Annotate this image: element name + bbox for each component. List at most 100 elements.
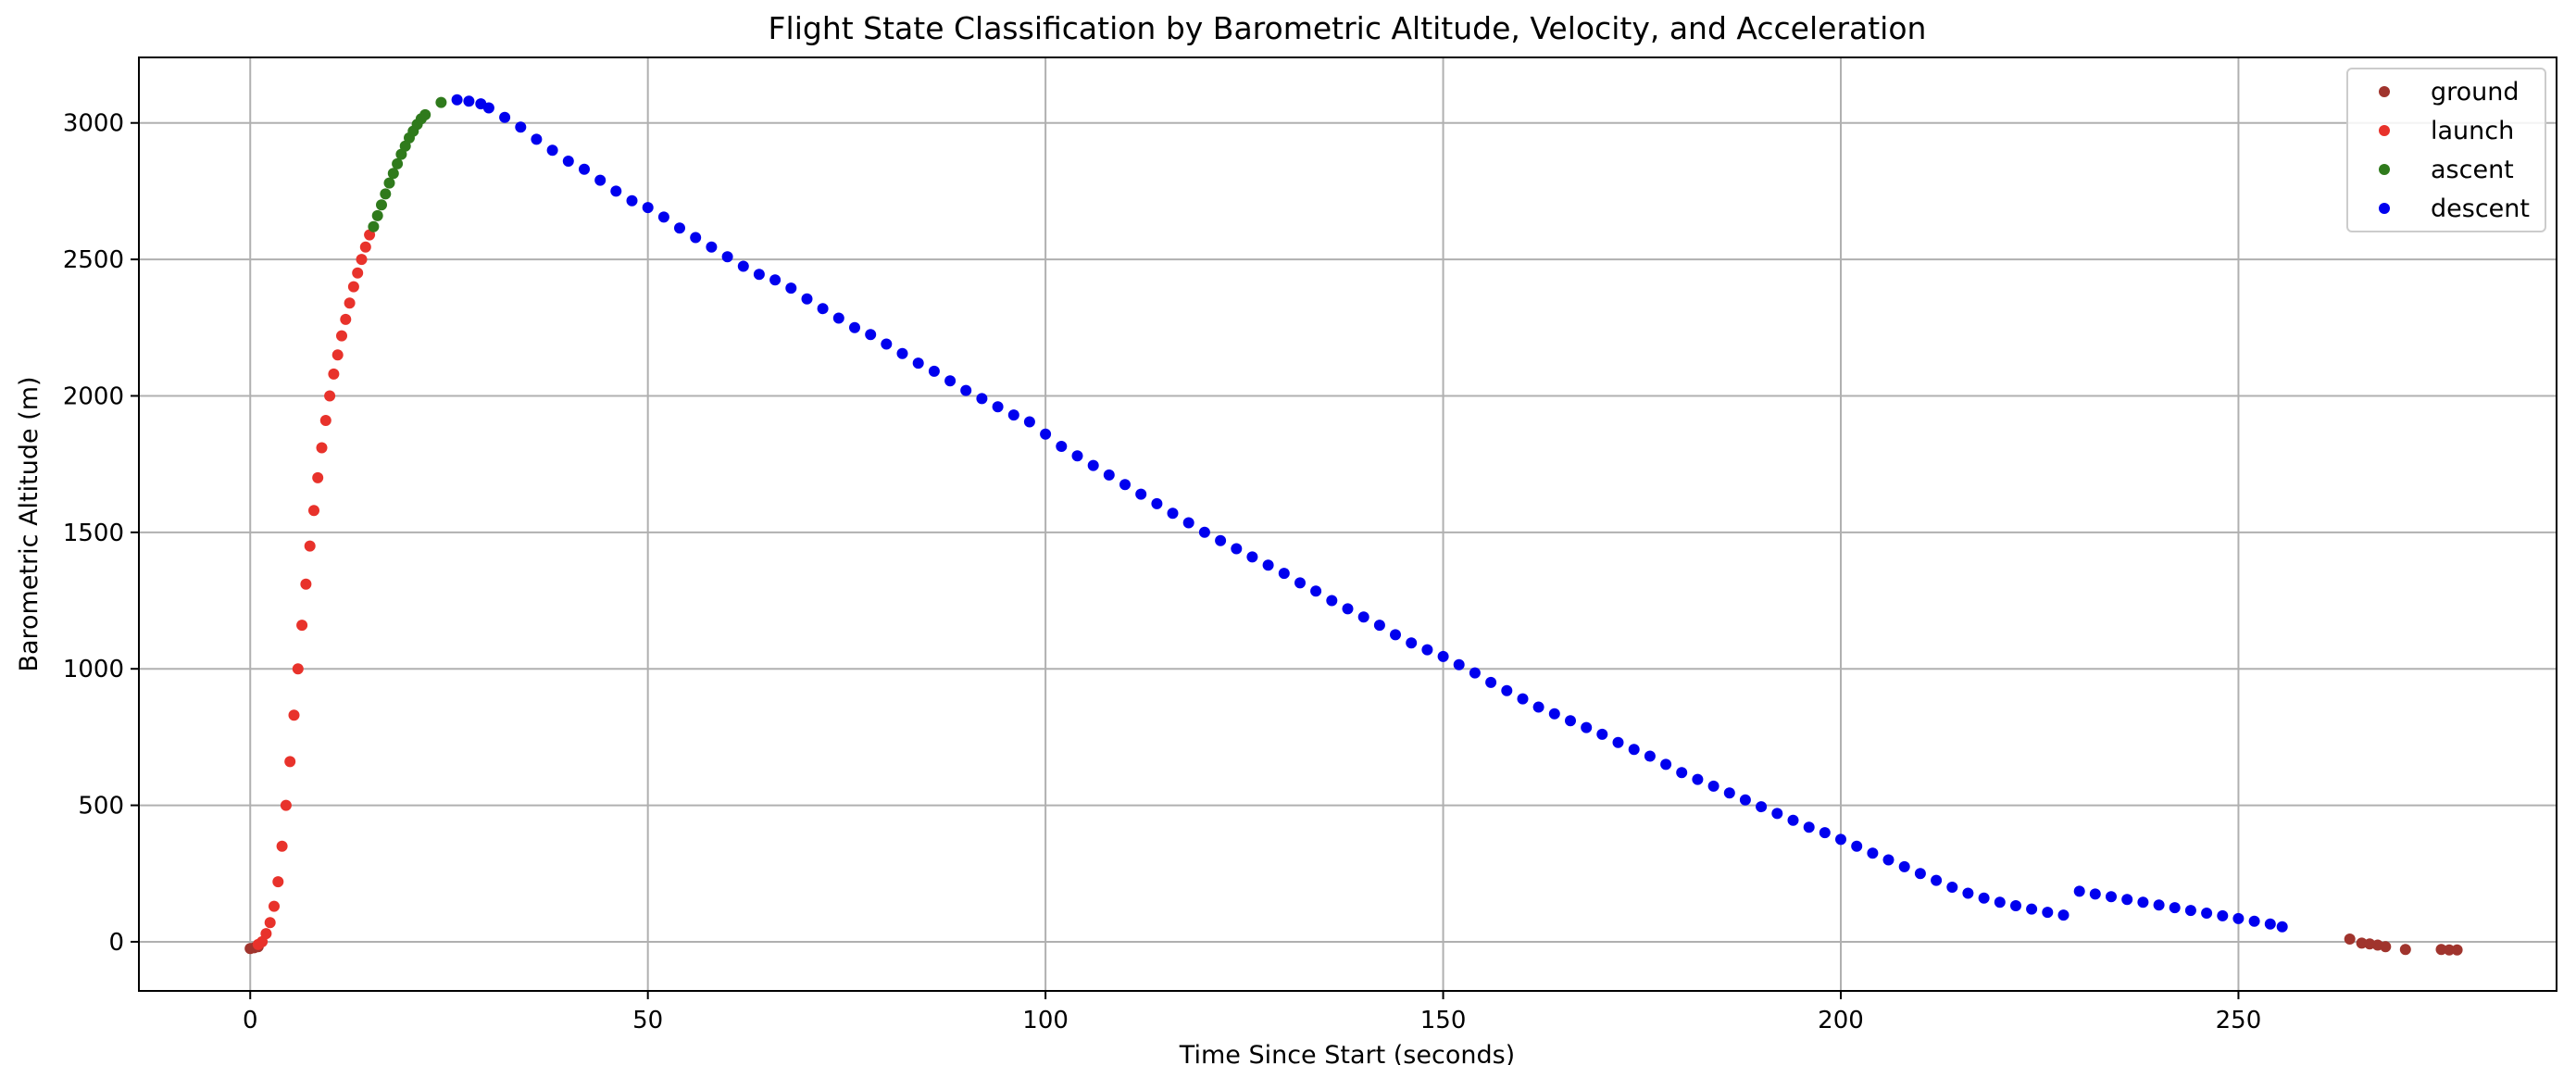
data-point xyxy=(1182,517,1194,529)
data-point xyxy=(1739,794,1751,806)
data-point xyxy=(352,267,364,279)
data-point xyxy=(610,185,622,197)
data-point xyxy=(2344,933,2356,945)
data-point xyxy=(392,157,404,169)
data-point xyxy=(1485,676,1497,688)
data-point xyxy=(2451,944,2463,956)
data-point xyxy=(1310,585,1322,597)
data-point xyxy=(1071,450,1083,462)
data-point xyxy=(451,94,463,106)
data-point xyxy=(383,177,395,189)
y-tick-label: 2000 xyxy=(63,382,124,410)
data-point xyxy=(312,471,324,483)
chart-title: Flight State Classification by Barometri… xyxy=(769,10,1927,46)
data-point xyxy=(1087,459,1099,471)
data-point xyxy=(435,96,447,108)
data-point xyxy=(721,251,733,263)
data-point xyxy=(1723,787,1735,799)
data-point xyxy=(264,917,276,929)
data-point xyxy=(328,368,340,380)
data-point xyxy=(1294,577,1306,589)
data-point xyxy=(992,401,1004,413)
data-point xyxy=(2399,944,2411,956)
data-point xyxy=(515,121,527,133)
data-point xyxy=(368,220,380,232)
grid xyxy=(139,57,2557,991)
series-launch xyxy=(252,229,376,950)
series-ascent xyxy=(368,96,447,232)
data-point xyxy=(1946,882,1958,893)
data-point xyxy=(276,840,288,852)
x-tick-label: 50 xyxy=(632,1007,663,1034)
data-point xyxy=(1867,847,1879,859)
legend-marker-ascent xyxy=(2379,164,2390,175)
data-point xyxy=(292,663,304,675)
data-point xyxy=(463,95,475,107)
data-point xyxy=(2137,896,2149,908)
data-point xyxy=(1231,543,1243,555)
data-point xyxy=(562,156,574,167)
legend-marker-descent xyxy=(2379,203,2390,214)
data-point xyxy=(284,756,296,768)
data-point xyxy=(2444,944,2456,956)
data-point xyxy=(1151,497,1163,509)
data-point xyxy=(2217,909,2229,921)
data-point xyxy=(817,303,829,315)
y-tick-label: 500 xyxy=(78,793,124,821)
data-point xyxy=(785,282,797,294)
x-tick-label: 150 xyxy=(1420,1007,1467,1034)
data-point xyxy=(1898,860,1910,872)
data-point xyxy=(1644,750,1656,762)
x-tick-label: 0 xyxy=(243,1007,258,1034)
x-axis-label: Time Since Start (seconds) xyxy=(1179,1041,1515,1065)
data-point xyxy=(801,293,813,305)
data-point xyxy=(316,442,328,454)
data-point xyxy=(737,260,749,272)
data-point xyxy=(2106,891,2117,903)
data-point xyxy=(881,338,893,350)
data-point xyxy=(832,312,844,324)
series-ground xyxy=(244,933,2463,956)
data-point xyxy=(296,620,308,632)
data-point xyxy=(865,329,877,341)
data-point xyxy=(2026,903,2038,915)
data-point xyxy=(1023,416,1035,428)
data-point xyxy=(976,393,988,405)
data-point xyxy=(364,229,376,241)
legend-label-ground: ground xyxy=(2431,78,2520,106)
axes-frame xyxy=(138,56,2557,992)
data-point xyxy=(2201,908,2213,919)
data-point xyxy=(380,188,392,200)
plot-area xyxy=(244,94,2463,956)
data-point xyxy=(626,194,638,207)
data-point xyxy=(2248,915,2260,927)
x-tick-label: 100 xyxy=(1022,1007,1069,1034)
data-point xyxy=(753,269,765,281)
data-point xyxy=(1437,650,1449,662)
data-point xyxy=(280,799,292,811)
data-point xyxy=(399,140,411,152)
data-point xyxy=(482,102,494,114)
data-point xyxy=(1882,854,1894,866)
data-point xyxy=(642,202,654,214)
data-point xyxy=(1707,780,1719,792)
data-point xyxy=(1676,767,1688,779)
data-point xyxy=(1978,892,1990,904)
legend-label-ascent: ascent xyxy=(2431,156,2514,184)
data-point xyxy=(2089,888,2101,900)
data-point xyxy=(336,330,347,342)
data-point xyxy=(2232,912,2245,924)
data-point xyxy=(1390,629,1401,641)
data-point xyxy=(1373,620,1385,632)
data-point xyxy=(288,709,300,721)
data-point xyxy=(546,144,558,157)
data-point xyxy=(2184,905,2196,917)
y-axis-label: Barometric Altitude (m) xyxy=(15,376,44,671)
data-point xyxy=(928,365,940,377)
data-point xyxy=(319,415,331,426)
data-point xyxy=(1851,840,1863,852)
data-point xyxy=(387,168,399,180)
y-tick-label: 1500 xyxy=(63,520,124,547)
y-axis: 0 500 1000 1500 2000 2500 3000 xyxy=(63,110,139,957)
